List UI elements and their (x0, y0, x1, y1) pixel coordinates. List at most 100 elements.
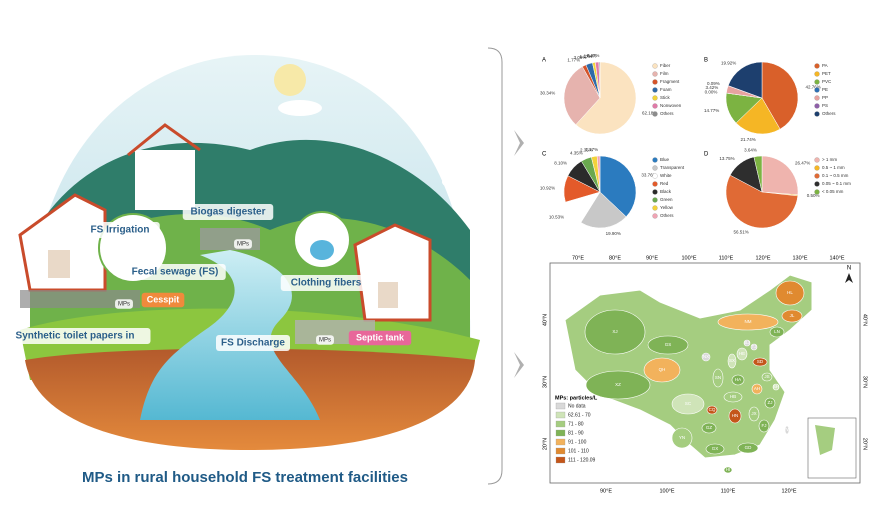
longitude-label: 100°E (681, 255, 696, 261)
slice-label: 2.35% (580, 148, 593, 153)
pie-charts: A 62.18% 30.34% 1.77%3.05%1.27%1.64%0.47% Fi… (540, 53, 851, 236)
latitude-label: 40°N (542, 314, 548, 326)
longitude-label: 120°E (755, 255, 770, 261)
longitude-label: 120°E (781, 488, 796, 494)
province-label: JX (751, 411, 756, 416)
province-area (643, 357, 681, 383)
label-background (316, 335, 334, 345)
legend-label: Others (660, 111, 674, 116)
illustration-label: Septic tank (356, 332, 405, 342)
legend-swatch (652, 71, 658, 77)
pie-slice (598, 61, 601, 99)
province-area (752, 357, 768, 367)
province-area (701, 422, 717, 434)
legend-swatch (555, 420, 566, 428)
legend-swatch (814, 79, 820, 85)
province-label: HE (739, 351, 745, 356)
legend-label: Yellow (660, 205, 674, 210)
legend-swatch (814, 165, 820, 171)
province-label: SX (729, 358, 735, 363)
slice-label: 10.53% (549, 215, 564, 220)
province-label: SD (757, 359, 764, 364)
slice-label: 1.17% (585, 147, 598, 152)
arrow (514, 352, 524, 378)
house-left (18, 193, 107, 292)
legend-swatch (814, 181, 820, 187)
north-label: N (847, 266, 851, 272)
legend-swatch (555, 402, 566, 410)
pie-slice (735, 97, 781, 135)
legend-swatch (814, 63, 820, 69)
legend-swatch (652, 189, 658, 195)
slice-label: 3.64% (744, 147, 757, 152)
longitude-label: 80°E (609, 255, 621, 261)
pie-slice (761, 155, 799, 196)
legend-swatch (652, 165, 658, 171)
cloud (278, 100, 322, 116)
house-middle (127, 123, 201, 210)
longitude-label: 130°E (792, 255, 807, 261)
latitude-label: 40°N (862, 314, 868, 326)
arrow (514, 130, 524, 156)
legend-swatch (652, 173, 658, 179)
legend-swatch (652, 181, 658, 187)
province-label: AH (754, 386, 760, 391)
slice-label: 3.42% (706, 85, 719, 90)
province-label: BJ (744, 340, 749, 345)
province-label: SH (773, 384, 779, 389)
pie-slice (580, 191, 627, 229)
cloud (442, 173, 498, 191)
latitude-label: 30°N (862, 376, 868, 388)
slice-label: 0.50% (807, 193, 820, 198)
slice-label: 0.00% (705, 89, 718, 94)
label-background (280, 275, 372, 291)
province-label: YN (679, 435, 685, 440)
bracket (487, 47, 503, 485)
slice-label: 1.64% (584, 53, 597, 58)
map-panel: N MPs: particles/L 70°E 80°E 90°E 100°E 110°… (542, 255, 867, 494)
longitude-label: 70°E (572, 255, 584, 261)
legend-label: Fiber (660, 63, 671, 68)
slice-label: 14.77% (704, 108, 719, 113)
legend-label: Nonwoven (660, 103, 682, 108)
pie-slice (753, 155, 763, 193)
legend-label: 81 - 90 (568, 430, 584, 436)
illustration-label: MPs (237, 242, 249, 248)
slice-label: 19.90% (606, 231, 621, 236)
slice-label: 10.92% (540, 185, 555, 190)
illustration-label: MPs (118, 302, 130, 308)
legend-swatch (652, 157, 658, 163)
slice-label: 4.35% (570, 150, 583, 155)
illustration-label: FS Irrigation (91, 225, 150, 236)
legend-swatch (652, 95, 658, 101)
province-label: TW (784, 427, 792, 432)
province-area (647, 335, 689, 355)
province-area (701, 352, 711, 362)
legend-swatch (814, 189, 820, 195)
label-background (216, 335, 290, 351)
province-area (750, 343, 758, 351)
latitude-label: 20°N (542, 438, 548, 450)
province-label: SC (685, 401, 692, 406)
province-area (743, 339, 751, 347)
slice-label: 1.77% (567, 57, 580, 62)
legend-label: 101 - 110 (568, 448, 589, 454)
panel-letter: A (542, 58, 546, 64)
slice-label: 0.47% (587, 53, 600, 58)
province-area (758, 419, 770, 433)
province-label: FJ (762, 423, 767, 428)
legend-swatch (652, 213, 658, 219)
slice-label: 56.51% (734, 229, 749, 234)
legend-label: 0.5 ~ 1 mm (822, 165, 845, 170)
pie-slice (599, 155, 637, 218)
sun (274, 64, 306, 96)
legend-label: Blue (660, 157, 670, 162)
pie-slice (596, 155, 601, 193)
province-label: NM (745, 319, 752, 324)
legend-label: 111 - 120.09 (568, 457, 596, 463)
legend-label: Film (660, 71, 669, 76)
legend-swatch (555, 456, 566, 464)
legend-label: PP (822, 95, 828, 100)
legend-label: White (660, 173, 672, 178)
legend-label: PE (822, 87, 828, 92)
